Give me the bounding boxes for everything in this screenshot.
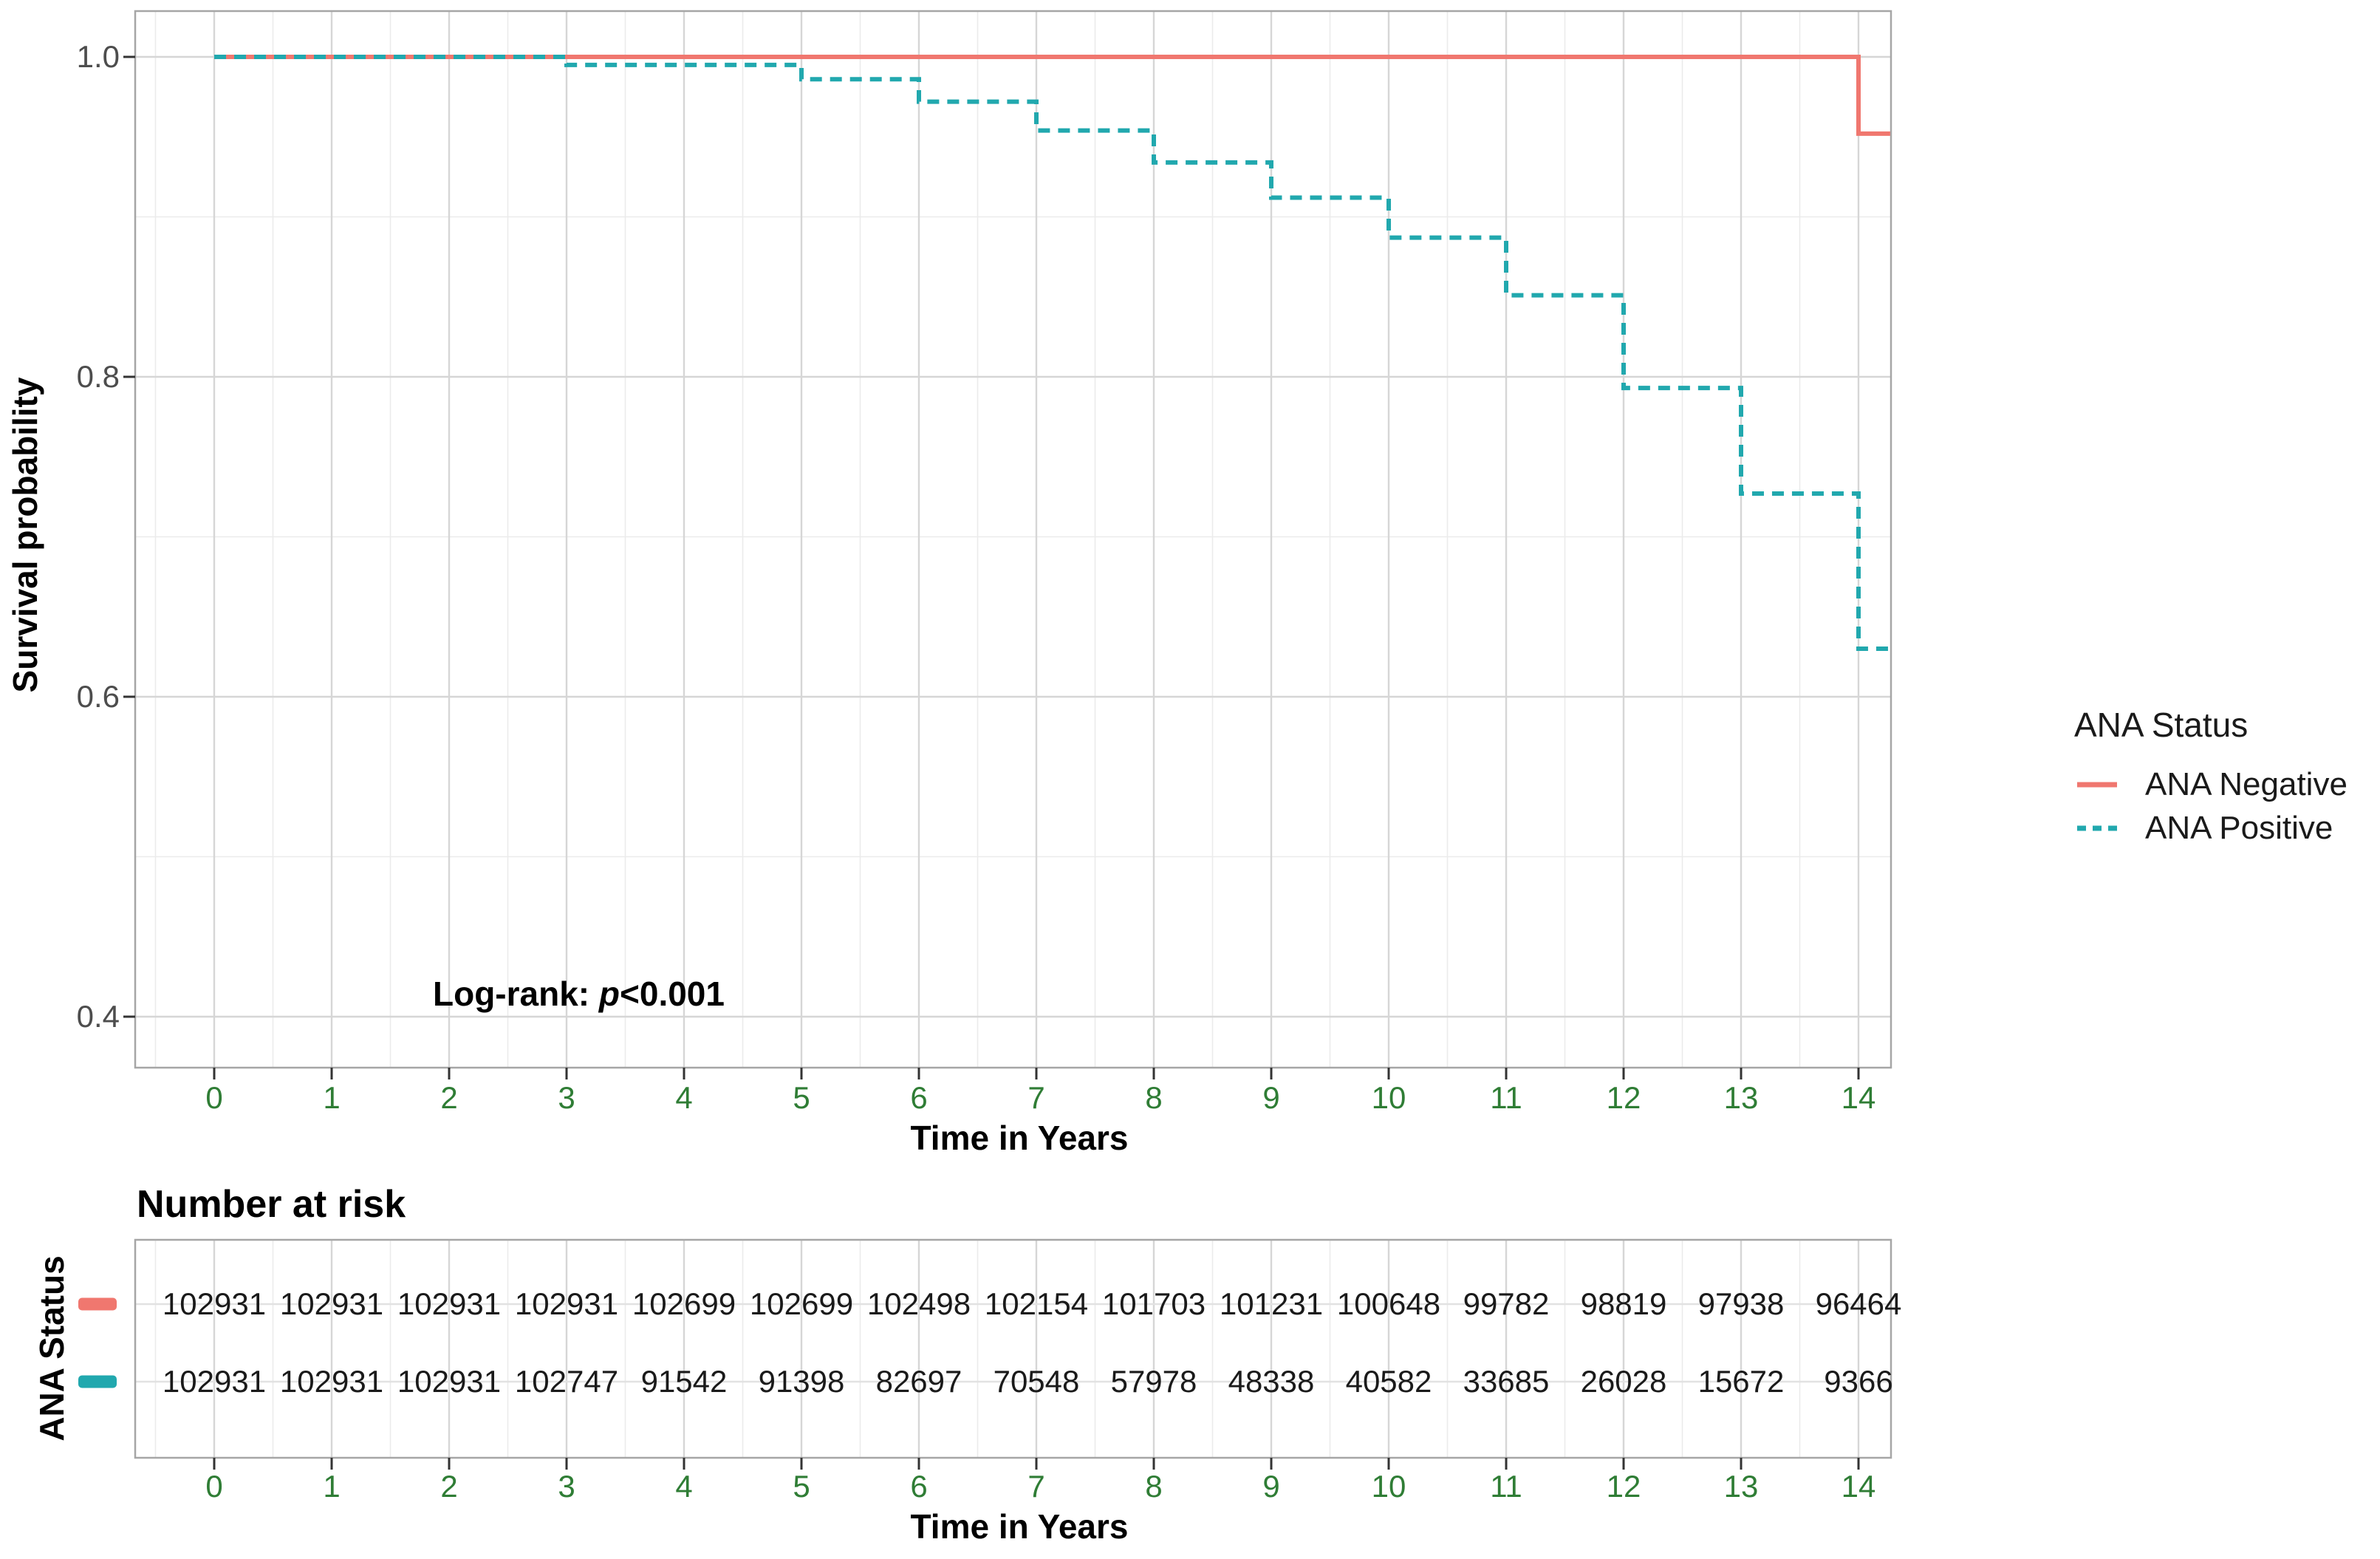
dashed-line-key-icon (2077, 825, 2117, 831)
risk-value: 102931 (397, 1364, 502, 1399)
x-tick-label-table: 7 (1027, 1469, 1045, 1504)
y-tick-label: 0.6 (76, 679, 120, 714)
legend-title: ANA Status (2074, 706, 2249, 744)
risk-value: 97938 (1697, 1286, 1785, 1321)
risk-value: 26028 (1580, 1364, 1667, 1399)
risk-value: 101231 (1219, 1286, 1324, 1321)
risk-value: 48338 (1228, 1364, 1315, 1399)
y-tick-label: 1.0 (76, 39, 120, 74)
risk-value: 82697 (875, 1364, 962, 1399)
x-tick-label-main: 0 (205, 1080, 223, 1115)
x-tick-label-table: 6 (910, 1469, 928, 1504)
main-panel-border (134, 10, 1892, 1069)
x-tick-label-table: 14 (1841, 1469, 1876, 1504)
risk-value: 102747 (514, 1364, 619, 1399)
y-tick-label: 0.4 (76, 999, 120, 1034)
x-tick-label-table: 4 (675, 1469, 693, 1504)
risk-value: 70548 (993, 1364, 1080, 1399)
risk-value: 15672 (1697, 1364, 1785, 1399)
legend-item-ana-positive: ANA Positive (2076, 809, 2333, 847)
logrank-annotation: Log-rank: p<0.001 (433, 977, 725, 1011)
risk-table-y-axis-title: ANA Status (33, 1255, 71, 1442)
risk-value: 101703 (1101, 1286, 1206, 1321)
risk-table-title: Number at risk (137, 1183, 406, 1226)
risk-panel-border (134, 1238, 1892, 1459)
y-axis-title: Survival probability (6, 377, 44, 693)
risk-value: 102931 (279, 1286, 384, 1321)
risk-value: 98819 (1580, 1286, 1667, 1321)
x-tick-label-main: 4 (675, 1080, 693, 1115)
x-axis-title-table: Time in Years (910, 1507, 1129, 1546)
risk-value: 91398 (758, 1364, 845, 1399)
risk-row-key-ana-negative (78, 1297, 117, 1311)
x-tick-label-main: 12 (1606, 1080, 1641, 1115)
risk-value: 102154 (984, 1286, 1089, 1321)
x-tick-label-main: 6 (910, 1080, 928, 1115)
x-tick-label-main: 3 (558, 1080, 575, 1115)
x-tick-label-table: 2 (440, 1469, 458, 1504)
legend-label-ana-negative: ANA Negative (2145, 766, 2347, 802)
risk-value: 102931 (279, 1364, 384, 1399)
x-tick-label-table: 11 (1490, 1469, 1522, 1504)
x-tick-label-main: 11 (1490, 1080, 1522, 1115)
x-tick-label-table: 10 (1371, 1469, 1406, 1504)
solid-line-key-icon (2077, 782, 2117, 788)
x-tick-label-main: 10 (1371, 1080, 1406, 1115)
risk-value: 100648 (1336, 1286, 1441, 1321)
x-tick-label-table: 13 (1723, 1469, 1759, 1504)
risk-value: 57978 (1110, 1364, 1197, 1399)
logrank-suffix: <0.001 (620, 975, 725, 1013)
legend-label-ana-positive: ANA Positive (2145, 810, 2333, 846)
x-tick-label-main: 8 (1145, 1080, 1163, 1115)
risk-value: 9366 (1824, 1364, 1893, 1399)
survival-curve-ana-negative (214, 55, 1890, 136)
x-tick-label-table: 3 (558, 1469, 575, 1504)
risk-row-key-ana-positive (78, 1375, 117, 1388)
risk-value: 96464 (1815, 1286, 1902, 1321)
risk-value: 40582 (1345, 1364, 1432, 1399)
x-tick-label-table: 12 (1606, 1469, 1641, 1504)
risk-value: 91542 (640, 1364, 728, 1399)
x-axis-title-main: Time in Years (910, 1119, 1129, 1157)
risk-value: 102498 (866, 1286, 971, 1321)
risk-value: 102931 (162, 1286, 267, 1321)
x-tick-label-table: 1 (323, 1469, 341, 1504)
x-tick-label-main: 9 (1262, 1080, 1280, 1115)
x-tick-label-main: 13 (1723, 1080, 1759, 1115)
risk-value: 99782 (1463, 1286, 1550, 1321)
x-tick-label-main: 5 (793, 1080, 810, 1115)
x-tick-label-main: 7 (1027, 1080, 1045, 1115)
risk-value: 102931 (514, 1286, 619, 1321)
x-tick-label-table: 9 (1262, 1469, 1280, 1504)
y-tick-label: 0.8 (76, 359, 120, 394)
risk-value: 102699 (632, 1286, 736, 1321)
legend-item-ana-negative: ANA Negative (2076, 765, 2347, 804)
x-tick-label-table: 5 (793, 1469, 810, 1504)
x-tick-label-table: 8 (1145, 1469, 1163, 1504)
risk-value: 102931 (162, 1364, 267, 1399)
risk-value: 33685 (1463, 1364, 1550, 1399)
logrank-p-symbol: p (598, 975, 620, 1013)
risk-value: 102699 (749, 1286, 854, 1321)
survival-curve-ana-positive (214, 55, 1890, 652)
x-tick-label-main: 1 (323, 1080, 341, 1115)
x-tick-label-table: 0 (205, 1469, 223, 1504)
risk-value: 102931 (397, 1286, 502, 1321)
logrank-prefix: Log-rank: (433, 975, 599, 1013)
x-tick-label-main: 2 (440, 1080, 458, 1115)
x-tick-label-main: 14 (1841, 1080, 1876, 1115)
